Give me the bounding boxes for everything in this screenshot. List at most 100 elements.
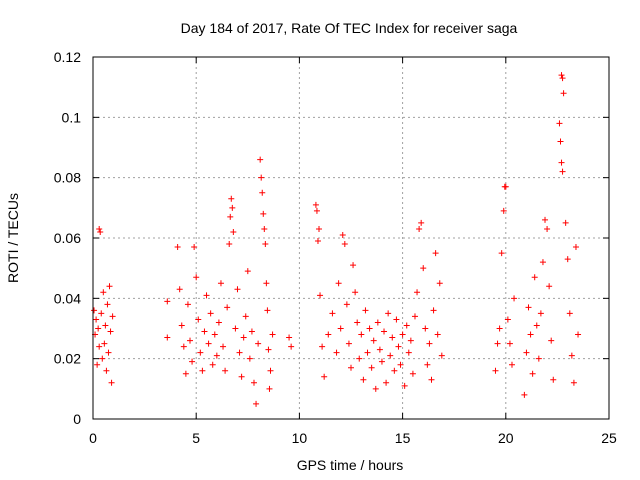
data-point — [258, 174, 265, 181]
data-point — [539, 259, 546, 266]
data-point — [575, 331, 582, 338]
data-point — [269, 331, 276, 338]
data-point — [391, 367, 398, 374]
data-point — [426, 340, 433, 347]
data-point — [187, 337, 194, 344]
data-point — [91, 307, 98, 314]
data-point — [374, 319, 381, 326]
data-point — [180, 343, 187, 350]
data-point — [560, 90, 567, 97]
data-point — [496, 325, 503, 332]
data-point — [267, 367, 274, 374]
data-point — [257, 156, 264, 163]
data-point — [341, 241, 348, 248]
data-point — [504, 316, 511, 323]
y-tick-labels: 0 0.02 0.04 0.06 0.08 0.1 0.12 — [54, 49, 81, 427]
data-point — [500, 207, 507, 214]
data-point — [535, 355, 542, 362]
data-point — [107, 328, 114, 335]
y-tick-label: 0.02 — [54, 351, 81, 367]
data-point — [176, 286, 183, 293]
data-point — [164, 334, 171, 341]
data-point — [229, 204, 236, 211]
data-point — [319, 343, 326, 350]
data-point — [358, 331, 365, 338]
data-point — [262, 241, 269, 248]
data-point — [366, 325, 373, 332]
data-point — [234, 286, 241, 293]
data-point — [333, 349, 340, 356]
data-point — [312, 201, 319, 208]
data-point — [199, 367, 206, 374]
data-point — [207, 310, 214, 317]
data-point — [393, 316, 400, 323]
data-point — [203, 292, 210, 299]
data-point — [558, 159, 565, 166]
data-point — [418, 219, 425, 226]
data-point — [506, 340, 513, 347]
data-point — [314, 238, 321, 245]
data-point — [424, 361, 431, 368]
data-point — [508, 361, 515, 368]
data-point — [95, 325, 102, 332]
y-tick-label: 0.06 — [54, 230, 81, 246]
data-point — [209, 361, 216, 368]
data-point — [558, 72, 565, 79]
data-point — [550, 376, 557, 383]
data-point — [222, 367, 229, 374]
data-point — [224, 304, 231, 311]
data-point — [399, 331, 406, 338]
data-point — [217, 280, 224, 287]
data-point — [389, 334, 396, 341]
data-point — [93, 316, 100, 323]
data-point — [105, 349, 112, 356]
data-point — [362, 307, 369, 314]
data-point — [354, 319, 361, 326]
data-point — [434, 331, 441, 338]
data-point — [109, 313, 116, 320]
data-point — [106, 283, 113, 290]
data-point — [174, 244, 181, 251]
data-point — [250, 379, 257, 386]
data-point — [99, 355, 106, 362]
data-point — [191, 244, 198, 251]
data-point — [428, 376, 435, 383]
x-tick-label: 20 — [498, 430, 514, 446]
data-point — [100, 289, 107, 296]
data-point — [102, 322, 109, 329]
data-point — [527, 331, 534, 338]
data-point — [521, 391, 528, 398]
grid-lines — [93, 57, 609, 419]
data-point — [407, 337, 414, 344]
data-point — [376, 346, 383, 353]
data-point — [189, 358, 196, 365]
data-point — [104, 301, 111, 308]
data-point — [420, 265, 427, 272]
data-point — [337, 325, 344, 332]
data-point — [317, 292, 324, 299]
data-point — [430, 307, 437, 314]
data-point — [411, 313, 418, 320]
data-point — [259, 189, 266, 196]
x-tick-labels: 0 5 10 15 20 25 — [89, 430, 617, 446]
data-point — [246, 355, 253, 362]
data-point — [248, 328, 255, 335]
data-point — [178, 322, 185, 329]
y-tick-label: 0 — [73, 411, 81, 427]
data-point — [492, 367, 499, 374]
data-point — [403, 322, 410, 329]
data-point — [559, 75, 566, 82]
data-point — [265, 346, 272, 353]
x-tick-label: 0 — [89, 430, 97, 446]
data-point — [184, 301, 191, 308]
data-point — [546, 283, 553, 290]
data-point — [321, 373, 328, 380]
data-point — [211, 331, 218, 338]
data-point — [533, 322, 540, 329]
data-point — [96, 225, 103, 232]
data-point — [313, 207, 320, 214]
data-point — [242, 313, 249, 320]
x-tick-label: 25 — [601, 430, 617, 446]
data-point — [325, 331, 332, 338]
